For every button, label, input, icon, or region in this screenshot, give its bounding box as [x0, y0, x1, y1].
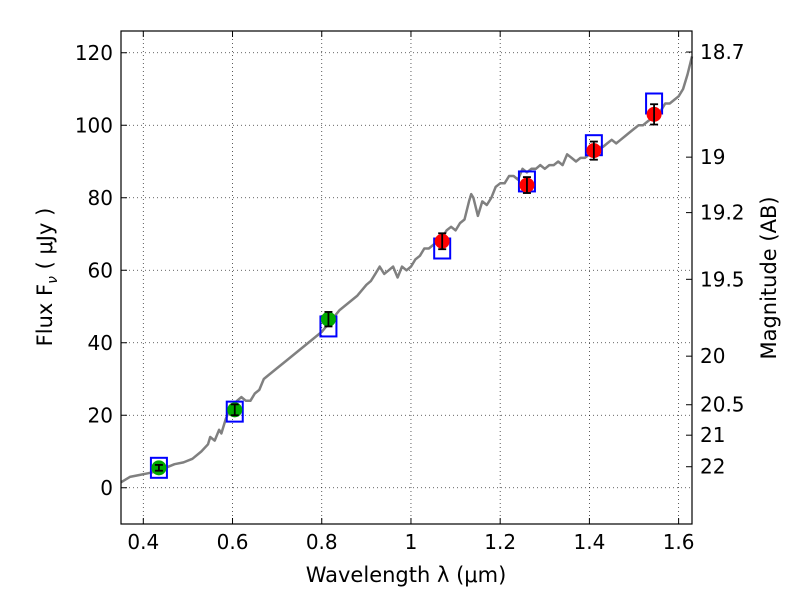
y-axis-title-unit: ( μJy ): [33, 208, 57, 276]
y2-tick-label: 22: [700, 455, 725, 479]
y2-tick-label: 19.2: [700, 201, 745, 225]
x-tick-label: 0.6: [217, 530, 249, 554]
y-tick-label: 80: [88, 186, 113, 210]
y-tick-label: 100: [75, 113, 113, 137]
x-tick-label: 0.8: [306, 530, 338, 554]
y-tick-label: 0: [100, 476, 113, 500]
model-box: [225, 400, 244, 423]
plot-frame: [120, 30, 693, 525]
x-tick-label: 1.2: [484, 530, 516, 554]
y2-tick-label: 20.5: [700, 393, 745, 417]
y-tick-label: 20: [88, 403, 113, 427]
y-tick-label: 60: [88, 258, 113, 282]
series-layer: [120, 56, 694, 484]
y2-tick-label: 19: [700, 145, 725, 169]
x-tick-label: 1.4: [573, 530, 605, 554]
spectrum-line: [120, 56, 694, 484]
y2-tick-label: 21: [700, 423, 725, 447]
y-axis-title-subscript: ν: [45, 276, 61, 284]
grid-lines: [121, 31, 692, 524]
y-axis-title-main: Flux F: [33, 284, 57, 346]
y2-tick-label: 18.7: [700, 40, 745, 64]
y-tick-label: 40: [88, 331, 113, 355]
x-tick-label: 0.4: [127, 530, 159, 554]
y-tick-label: 120: [75, 41, 113, 65]
tick-layer: 0.4 0.6 0.8 1 1.2 1.4 1.6 0 20 40 60 80 100 120 18.7 19…: [75, 31, 745, 554]
y-axis-title: Flux Fν ( μJy ): [33, 208, 61, 347]
x-tick-label: 1: [405, 530, 418, 554]
model-box: [149, 456, 168, 479]
x-tick-label: 1.6: [663, 530, 695, 554]
x-axis-title: Wavelength λ (μm): [306, 563, 507, 587]
y2-tick-label: 20: [700, 344, 725, 368]
y2-tick-label: 19.5: [700, 267, 745, 291]
y2-axis-title: Magnitude (AB): [757, 196, 781, 359]
